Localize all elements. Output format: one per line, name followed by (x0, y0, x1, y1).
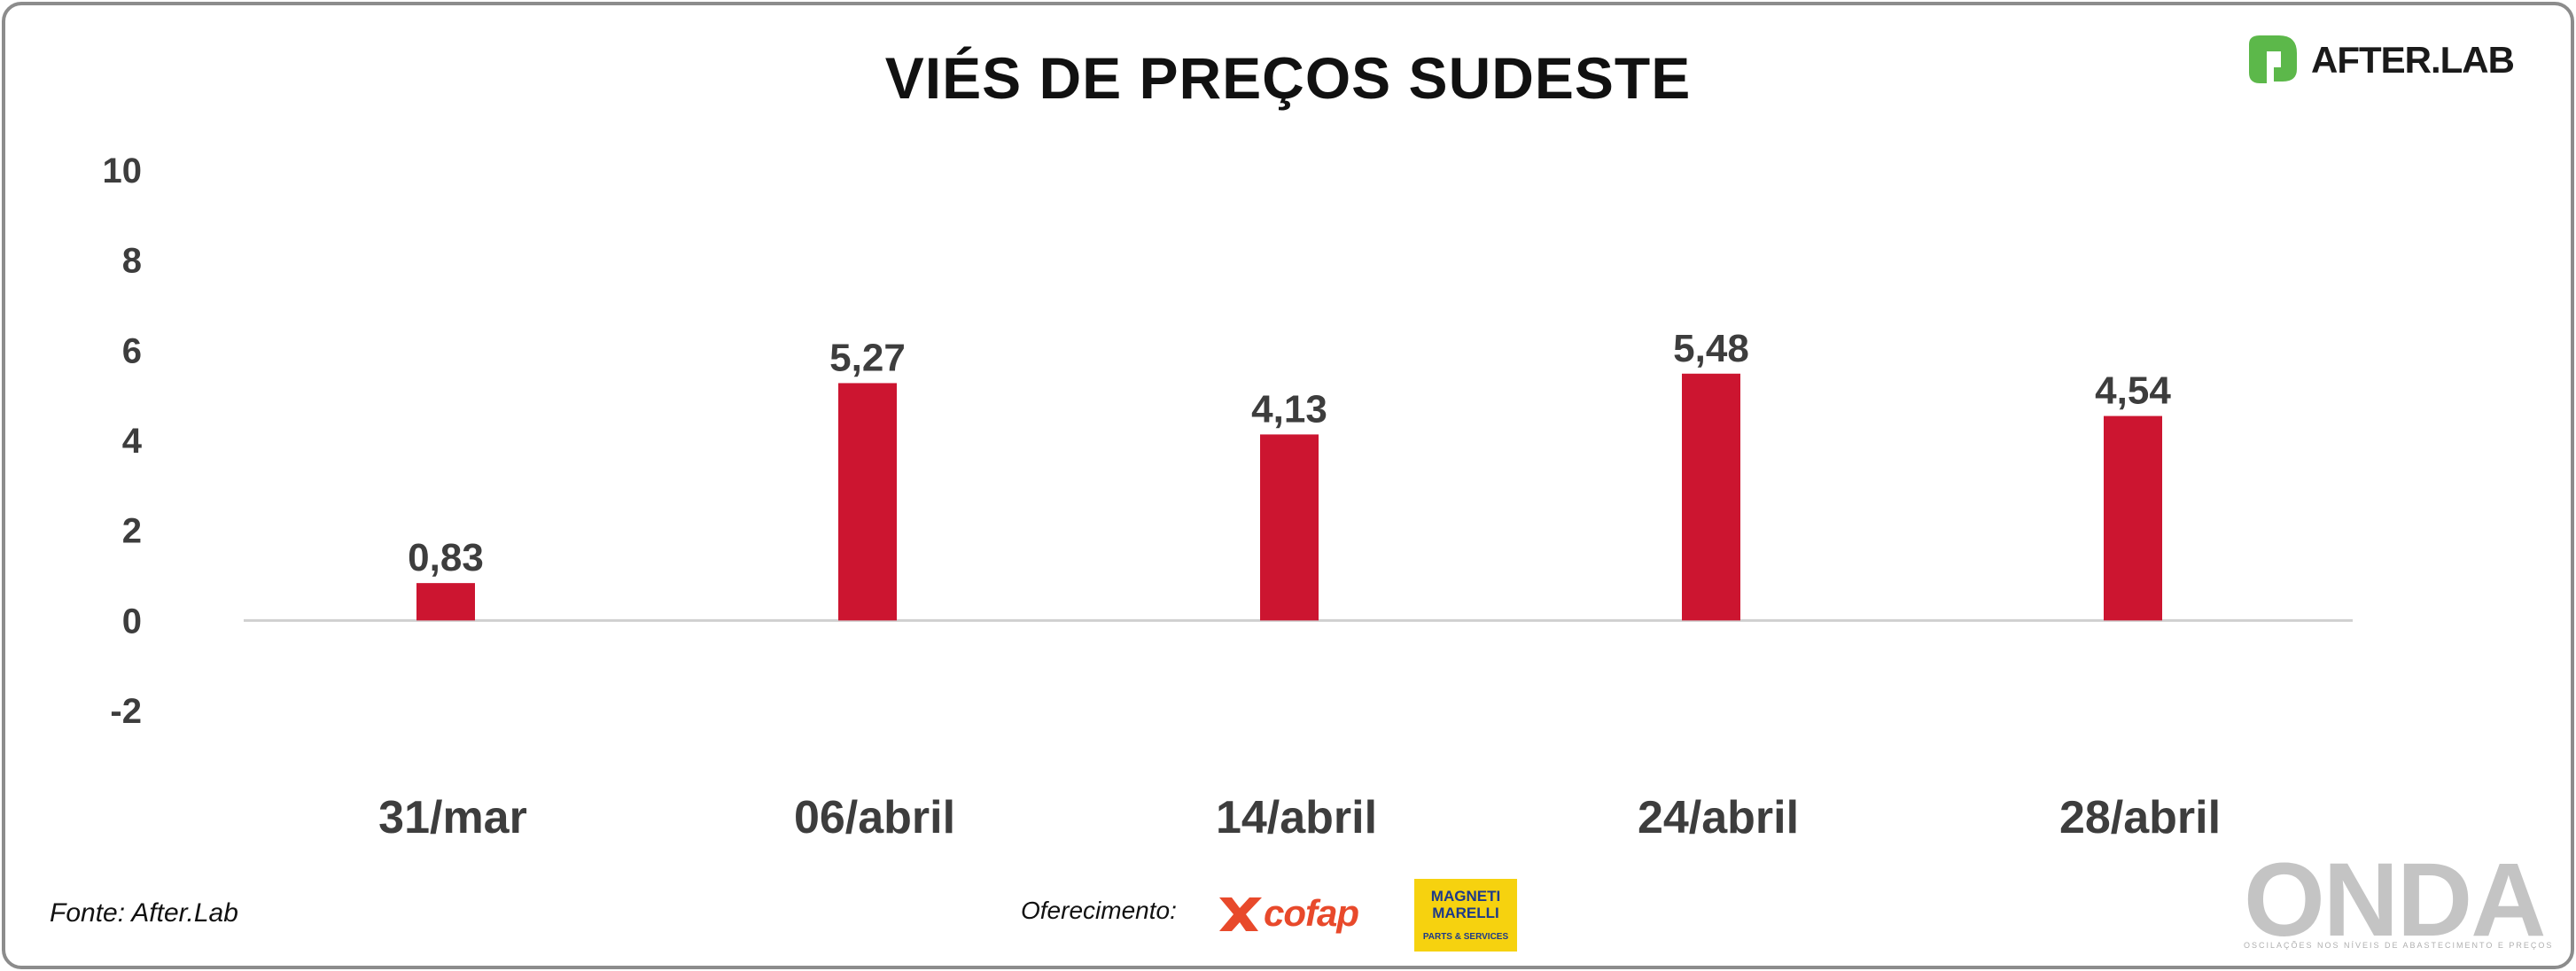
data-label: 5,48 (1673, 327, 1749, 370)
x-tick-label: 24/abril (1638, 792, 1799, 843)
magneti-marelli-wordmark: MAGNETI MARELLI (1430, 888, 1501, 921)
bar-31-mar (416, 583, 475, 621)
y-tick-label: 4 (122, 422, 143, 461)
sponsor-label-colon: : (1170, 897, 1177, 924)
x-tick-label: 31/mar (378, 792, 527, 843)
magneti-marelli-subtitle: PARTS & SERVICES (1422, 932, 1509, 942)
y-axis-ticks: 10 8 6 4 2 0 -2 (103, 151, 143, 731)
magneti-marelli-logo: MAGNETI MARELLI PARTS & SERVICES (1414, 879, 1517, 952)
cofap-logo: cofap (1216, 890, 1384, 938)
bars (416, 373, 2162, 621)
bar-24-abril (1682, 373, 1740, 621)
onda-logo: ONDA OSCILAÇÕES NOS NÍVEIS DE ABASTECIME… (2244, 842, 2554, 959)
chart-title: VIÉS DE PREÇOS SUDESTE (884, 45, 1692, 111)
x-tick-label: 14/abril (1216, 792, 1377, 843)
afterlab-logo: AFTER.LAB (2242, 32, 2525, 89)
y-tick-label: 0 (122, 602, 142, 641)
cofap-icon-shape (1219, 897, 1262, 931)
bar-14-abril (1260, 434, 1319, 621)
data-labels: 0,83 5,27 4,13 5,48 4,54 (408, 327, 2171, 579)
sponsor-label-text: Oferecimento (1021, 897, 1171, 924)
bar-06-abril (838, 383, 897, 621)
x-tick-label: 06/abril (794, 792, 955, 843)
bar-28-abril (2104, 416, 2162, 621)
y-tick-label: -2 (110, 692, 142, 731)
onda-wordmark: ONDA (2244, 842, 2546, 959)
onda-tagline: OSCILAÇÕES NOS NÍVEIS DE ABASTECIMENTO E… (2244, 941, 2554, 950)
data-label: 4,13 (1251, 387, 1327, 431)
data-label: 4,54 (2095, 369, 2171, 413)
afterlab-icon (2249, 35, 2297, 83)
y-tick-label: 10 (103, 151, 143, 190)
x-tick-label: 28/abril (2059, 792, 2221, 843)
cofap-icon (1219, 897, 1262, 931)
data-label: 5,27 (829, 336, 906, 379)
y-tick-label: 8 (122, 242, 142, 281)
afterlab-icon-shape (2249, 35, 2297, 83)
y-tick-label: 2 (122, 512, 142, 551)
afterlab-wordmark: AFTER.LAB (2311, 39, 2515, 81)
data-label: 0,83 (408, 536, 484, 579)
cofap-wordmark: cofap (1264, 892, 1359, 934)
source-note: Fonte: After.Lab (50, 898, 238, 928)
x-axis-ticks: 31/mar 06/abril 14/abril 24/abril 28/abril (378, 792, 2221, 843)
y-tick-label: 6 (122, 331, 142, 370)
sponsor-label: Oferecimento: (1021, 897, 1177, 925)
